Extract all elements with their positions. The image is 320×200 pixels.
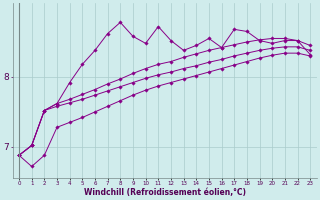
- X-axis label: Windchill (Refroidissement éolien,°C): Windchill (Refroidissement éolien,°C): [84, 188, 246, 197]
